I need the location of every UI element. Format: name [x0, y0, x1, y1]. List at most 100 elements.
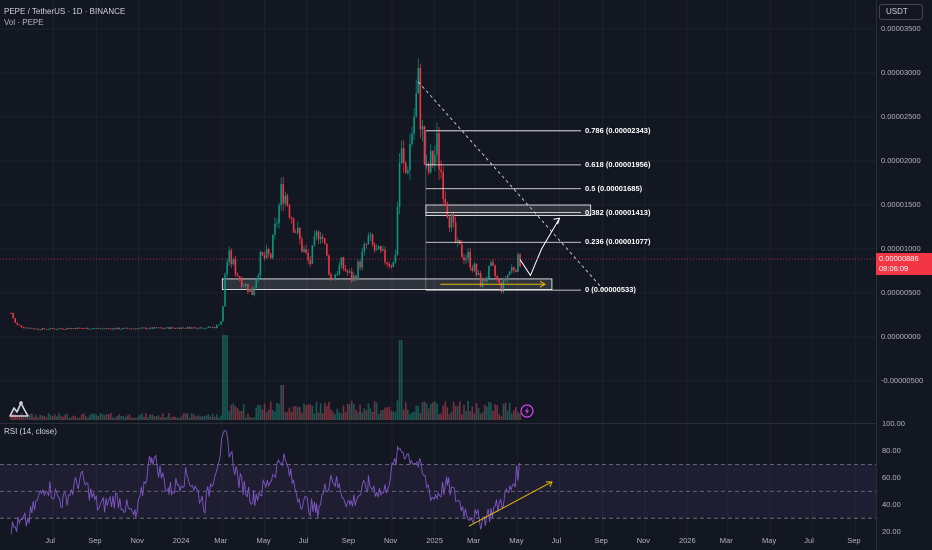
- candle-body: [506, 275, 509, 281]
- volume-bar: [459, 401, 461, 420]
- candle-body: [486, 278, 488, 282]
- volume-bar: [78, 417, 81, 420]
- volume-bar: [155, 416, 158, 420]
- candle-body: [191, 327, 193, 329]
- candle-body: [91, 328, 93, 330]
- candle-countdown: 08:06:09: [879, 264, 909, 273]
- volume-bar: [477, 407, 480, 420]
- candle-body: [236, 274, 239, 277]
- candle-body: [31, 327, 33, 329]
- volume-bar: [384, 407, 386, 420]
- symbol-title[interactable]: PEPE / TetherUS · 1D · BINANCE: [4, 7, 126, 16]
- volume-bar: [168, 413, 170, 420]
- time-tick-label: Sep: [88, 536, 102, 545]
- volume-bar: [126, 415, 129, 420]
- rsi-indicator-label[interactable]: RSI (14, close): [4, 427, 57, 436]
- support-zone: [221, 278, 553, 290]
- time-tick-label: Mar: [467, 536, 480, 545]
- candle-body: [10, 313, 12, 315]
- volume-bar: [45, 417, 48, 420]
- currency-button[interactable]: USDT: [879, 4, 923, 20]
- volume-bar: [170, 417, 172, 420]
- candle-body: [166, 327, 168, 329]
- volume-bar: [483, 404, 486, 420]
- volume-bar: [31, 413, 33, 420]
- candle-body: [340, 257, 343, 266]
- candle-body: [14, 318, 17, 323]
- rsi-trendline: [468, 481, 553, 527]
- volume-bar: [463, 404, 465, 420]
- volume-bar: [438, 414, 440, 420]
- volume-bar: [91, 413, 93, 420]
- volume-bar: [101, 413, 104, 420]
- candle-body: [209, 326, 212, 328]
- volume-bar: [89, 414, 91, 420]
- volume-bar: [284, 412, 287, 420]
- volume-bar: [332, 411, 334, 420]
- volume-bar: [404, 402, 407, 420]
- volume-bar: [350, 400, 353, 420]
- tradingview-logo-icon[interactable]: [8, 398, 30, 420]
- candle-body: [369, 234, 372, 236]
- volume-bar: [107, 414, 110, 420]
- candle-body: [68, 328, 71, 329]
- candle-body: [112, 328, 114, 330]
- volume-bar: [465, 410, 467, 420]
- candle-body: [326, 243, 328, 256]
- candle-body: [432, 150, 434, 166]
- volume-bar: [255, 407, 258, 420]
- price-tick-label: 0.00003000: [881, 68, 921, 77]
- candle-body: [303, 249, 305, 252]
- volume-bar: [296, 407, 299, 420]
- time-tick-label: Mar: [719, 536, 733, 545]
- volume-bar: [220, 415, 222, 420]
- volume-bar: [423, 401, 426, 420]
- candle-body: [157, 327, 160, 329]
- time-tick-label: May: [256, 536, 271, 545]
- volume-bar: [226, 335, 228, 420]
- volume-bar: [178, 417, 181, 420]
- volume-bar: [166, 416, 168, 420]
- volume-bar: [66, 413, 68, 420]
- volume-bar: [85, 416, 87, 420]
- volume-bar: [502, 403, 505, 420]
- candle-body: [99, 328, 102, 330]
- fibonacci-levels: [425, 130, 581, 291]
- volume-bar: [361, 412, 363, 420]
- volume-bar: [292, 406, 295, 420]
- volume-bar: [16, 416, 19, 420]
- candle-body: [139, 327, 141, 329]
- volume-label[interactable]: Vol · PEPE: [4, 18, 44, 27]
- volume-bar: [303, 403, 305, 420]
- volume-bar: [386, 407, 388, 420]
- candle-body: [174, 328, 176, 329]
- volume-bar: [425, 403, 428, 420]
- candle-body: [342, 257, 345, 269]
- volume-bar: [149, 414, 152, 420]
- candle-body: [346, 271, 349, 273]
- lightning-icon[interactable]: [520, 404, 534, 418]
- volume-bar: [319, 403, 322, 420]
- candle-body: [107, 328, 110, 330]
- volume-bar: [394, 411, 397, 420]
- candle-body: [80, 328, 83, 329]
- candle-body: [471, 267, 474, 271]
- candle-body: [97, 328, 100, 329]
- volume-bar: [396, 400, 399, 420]
- volume-bar: [517, 412, 519, 420]
- volume-bar: [251, 417, 253, 420]
- candle-body: [20, 325, 23, 328]
- candle-body: [168, 327, 170, 329]
- volume-bar: [515, 407, 517, 420]
- candle-body: [269, 253, 272, 259]
- candle-body: [384, 249, 386, 263]
- candle-body: [43, 328, 46, 330]
- candle-body: [128, 328, 131, 330]
- candle-body: [149, 327, 152, 329]
- candle-body: [234, 259, 237, 275]
- volume-bar: [60, 415, 62, 420]
- candle-body: [517, 254, 519, 272]
- volume-bar: [14, 414, 17, 420]
- volume-bar: [263, 403, 266, 420]
